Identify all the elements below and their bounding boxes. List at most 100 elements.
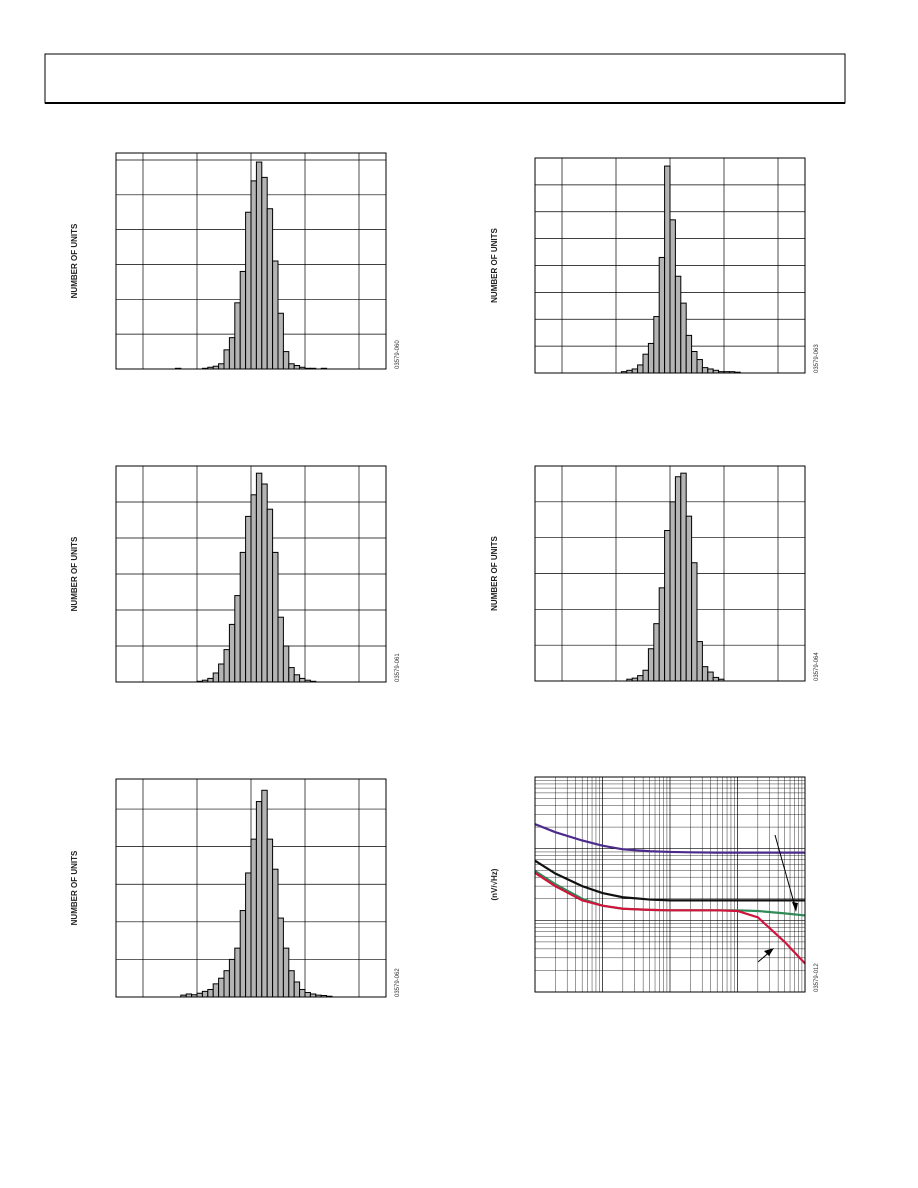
plot-frame bbox=[115, 778, 387, 998]
bar bbox=[685, 515, 693, 682]
y-axis-label: NUMBER OF UNITS bbox=[70, 536, 79, 611]
bar bbox=[277, 312, 284, 370]
bar bbox=[674, 476, 682, 682]
plot-frame bbox=[534, 465, 806, 682]
bar bbox=[299, 988, 306, 998]
bar bbox=[223, 649, 230, 683]
y-axis-label: (nV/√Hz) bbox=[490, 868, 499, 900]
bar bbox=[696, 359, 703, 374]
y-axis-label: NUMBER OF UNITS bbox=[70, 850, 79, 925]
bar bbox=[261, 176, 268, 370]
bar bbox=[642, 669, 649, 682]
bar bbox=[658, 256, 666, 374]
figure-code: 03579-063 bbox=[814, 344, 820, 373]
bar bbox=[218, 977, 225, 998]
bar bbox=[261, 789, 268, 998]
series-line bbox=[534, 859, 805, 902]
bar bbox=[680, 472, 687, 682]
bar bbox=[669, 219, 676, 374]
figure-code: 03579-064 bbox=[814, 652, 820, 681]
bar bbox=[245, 211, 252, 370]
y-axis-label: NUMBER OF UNITS bbox=[490, 228, 499, 303]
arrow-head bbox=[764, 948, 774, 956]
series-line bbox=[534, 823, 805, 854]
bar bbox=[653, 316, 660, 374]
annotation-arrow bbox=[774, 834, 797, 911]
bar bbox=[664, 165, 671, 374]
bar bbox=[255, 801, 263, 998]
figure-code: 03579-012 bbox=[814, 963, 820, 992]
bar bbox=[691, 562, 698, 682]
bar bbox=[664, 530, 671, 682]
figure-code: 03579-062 bbox=[395, 968, 401, 997]
bar bbox=[207, 988, 214, 998]
bar bbox=[288, 363, 295, 370]
bar bbox=[282, 645, 290, 683]
bar bbox=[266, 838, 274, 998]
bar bbox=[223, 970, 230, 998]
figure-code: 03579-061 bbox=[395, 653, 401, 682]
bar bbox=[255, 161, 263, 370]
bar bbox=[250, 494, 257, 683]
bar bbox=[653, 623, 660, 682]
bar bbox=[707, 671, 714, 682]
bar bbox=[234, 302, 241, 370]
header-box bbox=[44, 53, 846, 104]
series-line bbox=[534, 871, 806, 965]
bar bbox=[685, 334, 693, 374]
arrow-head bbox=[792, 902, 798, 912]
bar bbox=[234, 947, 241, 998]
bar bbox=[228, 337, 236, 370]
bar bbox=[266, 208, 274, 370]
bar bbox=[255, 472, 263, 683]
plot-frame bbox=[115, 152, 387, 370]
bar bbox=[293, 674, 301, 683]
bar bbox=[707, 368, 714, 374]
bar bbox=[218, 363, 225, 370]
plot-frame bbox=[534, 157, 806, 374]
bar bbox=[277, 616, 284, 683]
bar bbox=[288, 667, 295, 683]
bar bbox=[304, 991, 311, 998]
bar bbox=[212, 983, 220, 998]
bar bbox=[299, 677, 306, 683]
bar bbox=[658, 587, 666, 682]
bar bbox=[288, 970, 295, 998]
bar bbox=[701, 666, 709, 682]
bar bbox=[293, 365, 301, 370]
figure-code: 03579-060 bbox=[395, 340, 401, 369]
bar bbox=[228, 958, 236, 998]
bar bbox=[234, 595, 241, 683]
bar bbox=[293, 981, 301, 998]
bar bbox=[272, 551, 279, 683]
bar bbox=[207, 677, 214, 683]
bar bbox=[282, 351, 290, 370]
bar bbox=[228, 623, 236, 683]
bar bbox=[637, 675, 644, 682]
bar bbox=[239, 551, 247, 683]
bar bbox=[647, 648, 655, 682]
y-axis-label: NUMBER OF UNITS bbox=[490, 536, 499, 611]
bar bbox=[272, 868, 279, 998]
bar bbox=[691, 351, 698, 374]
bar bbox=[642, 353, 649, 374]
bar bbox=[250, 838, 257, 998]
bar bbox=[245, 515, 252, 683]
bar bbox=[701, 367, 709, 374]
y-axis-label: NUMBER OF UNITS bbox=[70, 223, 79, 298]
bar bbox=[239, 910, 247, 998]
bar bbox=[250, 180, 257, 370]
bar bbox=[212, 672, 220, 683]
bar bbox=[674, 275, 682, 374]
bar bbox=[218, 663, 225, 683]
bar bbox=[696, 641, 703, 682]
bar bbox=[712, 676, 720, 682]
bar bbox=[282, 947, 290, 998]
plot-frame bbox=[115, 465, 387, 683]
bar bbox=[272, 260, 279, 370]
bar bbox=[261, 483, 268, 683]
bar bbox=[239, 270, 247, 370]
bar bbox=[266, 508, 274, 683]
bar bbox=[245, 872, 252, 998]
bar bbox=[201, 990, 209, 998]
